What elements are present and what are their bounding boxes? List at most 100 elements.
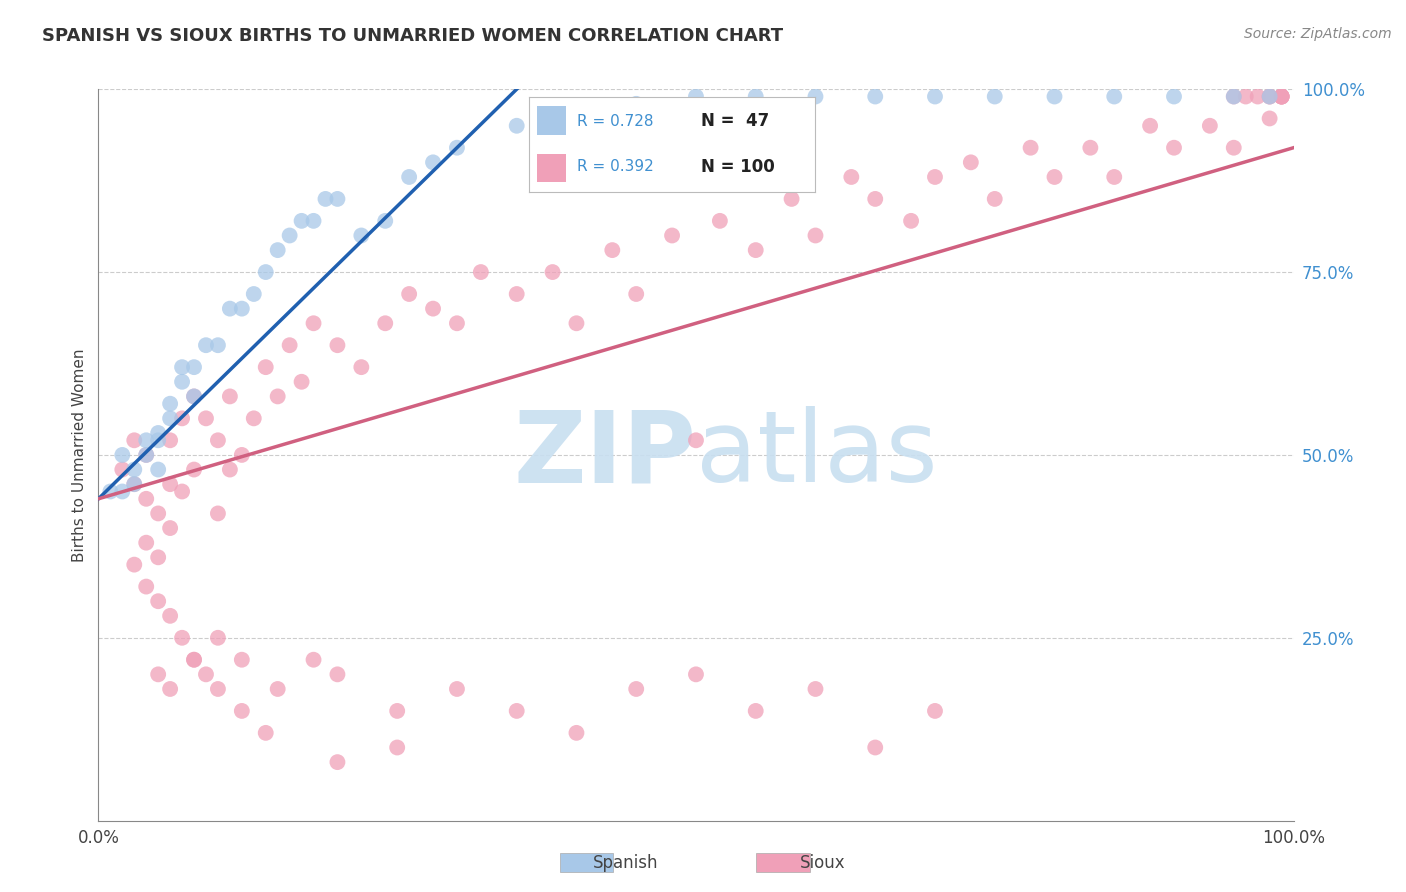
Point <box>183 653 205 667</box>
Point <box>111 448 134 462</box>
Point <box>1271 89 1294 103</box>
Point <box>1222 89 1246 103</box>
Point <box>135 580 157 594</box>
Point <box>172 631 194 645</box>
Point <box>745 89 768 103</box>
Point <box>207 631 229 645</box>
Point <box>398 169 420 184</box>
Point <box>1271 89 1294 103</box>
Point <box>291 214 314 228</box>
Point <box>231 301 253 316</box>
Point <box>302 214 325 228</box>
Y-axis label: Births to Unmarried Women: Births to Unmarried Women <box>72 348 87 562</box>
Point <box>780 192 803 206</box>
Point <box>506 704 529 718</box>
Point <box>148 434 170 448</box>
Text: Spanish: Spanish <box>593 855 658 872</box>
Point <box>124 477 146 491</box>
Point <box>124 462 146 476</box>
Point <box>207 338 229 352</box>
Point <box>1080 141 1102 155</box>
Point <box>326 338 349 352</box>
Text: Sioux: Sioux <box>800 855 845 872</box>
Point <box>350 228 373 243</box>
Point <box>1163 141 1185 155</box>
Point <box>135 434 157 448</box>
Point <box>602 243 624 257</box>
Point <box>1258 112 1281 126</box>
Point <box>1258 89 1281 103</box>
Point <box>900 214 922 228</box>
Point <box>1139 119 1161 133</box>
Point <box>863 89 887 103</box>
Point <box>1102 169 1125 184</box>
Point <box>172 360 194 375</box>
Point <box>984 192 1007 206</box>
Point <box>385 704 409 718</box>
Point <box>506 287 529 301</box>
Point <box>302 316 325 330</box>
Point <box>924 89 946 103</box>
Point <box>1258 89 1281 103</box>
Point <box>1043 89 1066 103</box>
Point <box>1163 89 1185 103</box>
Point <box>148 462 170 476</box>
Point <box>446 141 468 155</box>
Point <box>124 434 146 448</box>
Point <box>135 491 157 506</box>
Point <box>267 243 290 257</box>
Point <box>194 338 218 352</box>
Point <box>804 89 827 103</box>
Point <box>565 726 588 740</box>
Point <box>291 375 314 389</box>
Point <box>135 448 157 462</box>
Point <box>1246 89 1268 103</box>
Point <box>959 155 981 169</box>
Point <box>685 667 707 681</box>
Point <box>626 287 648 301</box>
Point <box>1222 141 1246 155</box>
Point <box>183 462 205 476</box>
Point <box>626 96 648 111</box>
Point <box>745 243 768 257</box>
Point <box>219 389 242 403</box>
Point <box>219 462 242 476</box>
Point <box>159 681 181 696</box>
Point <box>124 558 146 572</box>
Point <box>315 192 337 206</box>
Point <box>1102 89 1125 103</box>
Point <box>183 389 205 403</box>
Point <box>1271 89 1294 103</box>
Point <box>804 228 827 243</box>
Point <box>385 740 409 755</box>
Point <box>231 448 253 462</box>
Point <box>1271 89 1294 103</box>
Point <box>243 411 266 425</box>
Point <box>1234 89 1257 103</box>
Point <box>172 411 194 425</box>
Point <box>1198 119 1220 133</box>
Point <box>148 507 170 521</box>
Text: SPANISH VS SIOUX BIRTHS TO UNMARRIED WOMEN CORRELATION CHART: SPANISH VS SIOUX BIRTHS TO UNMARRIED WOM… <box>42 27 783 45</box>
Point <box>1271 89 1294 103</box>
Text: Source: ZipAtlas.com: Source: ZipAtlas.com <box>1244 27 1392 41</box>
Point <box>422 301 444 316</box>
Point <box>111 462 134 476</box>
Point <box>326 667 349 681</box>
Point <box>804 681 827 696</box>
Text: ZIP: ZIP <box>513 407 696 503</box>
Point <box>231 704 253 718</box>
Point <box>374 316 396 330</box>
Point <box>148 425 170 440</box>
Point <box>1222 89 1246 103</box>
Point <box>207 507 229 521</box>
Point <box>326 192 349 206</box>
Point <box>374 214 396 228</box>
Point <box>207 681 229 696</box>
Point <box>254 726 277 740</box>
Point <box>661 228 683 243</box>
Point <box>135 448 157 462</box>
Point <box>685 89 707 103</box>
Point <box>183 360 205 375</box>
Point <box>159 477 181 491</box>
